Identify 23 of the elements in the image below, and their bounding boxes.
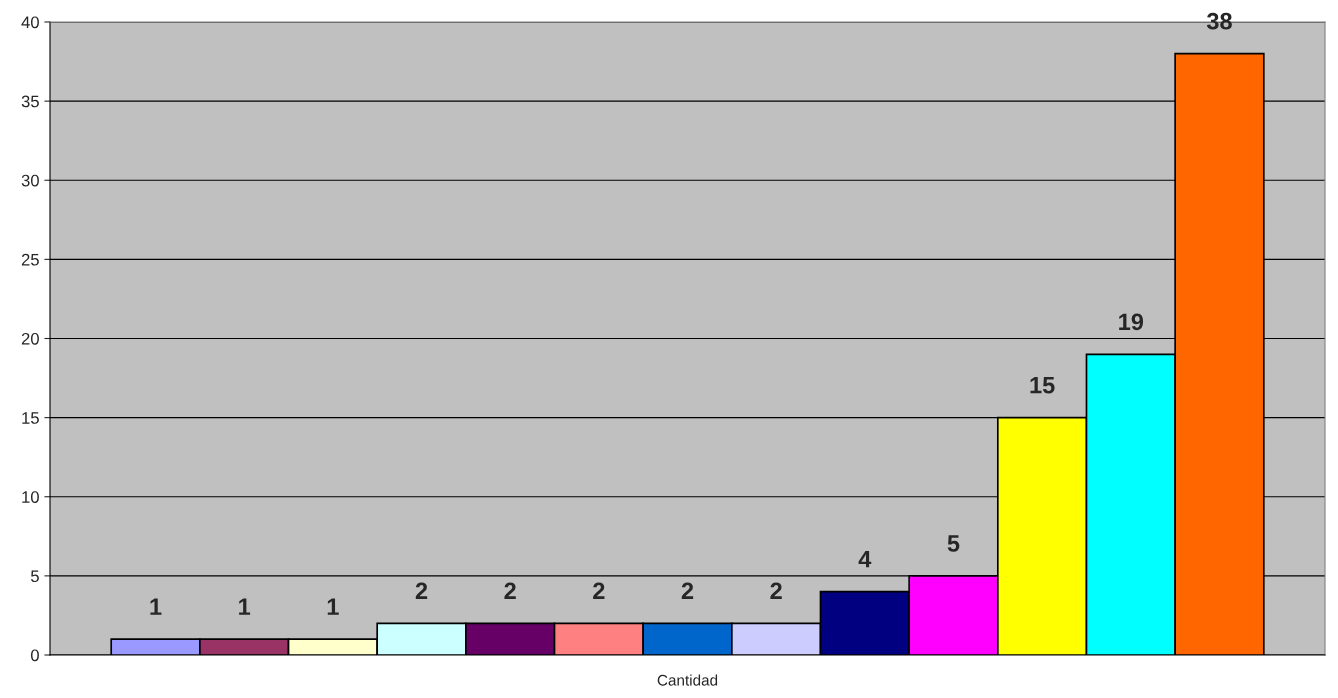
data-label: 2 xyxy=(415,582,428,600)
y-tick-label: 25 xyxy=(21,253,39,266)
data-label: 1 xyxy=(327,598,339,615)
data-label: 2 xyxy=(770,582,782,600)
y-tick-label: 35 xyxy=(21,95,39,108)
data-label: 19 xyxy=(1119,313,1144,331)
data-label: 1 xyxy=(239,598,251,615)
data-label: 2 xyxy=(504,582,516,600)
x-tick-label: Cantidad xyxy=(657,674,718,686)
data-label: 38 xyxy=(1206,12,1232,30)
y-tick-label: 40 xyxy=(21,16,39,29)
data-label: 15 xyxy=(1030,377,1055,394)
data-label: 5 xyxy=(947,535,960,552)
data-label: 2 xyxy=(681,582,694,600)
y-tick-label: 15 xyxy=(22,412,39,424)
y-tick-label: 20 xyxy=(21,332,39,345)
y-tick-label: 10 xyxy=(22,491,39,503)
data-label: 4 xyxy=(858,551,872,568)
y-tick-label: 30 xyxy=(21,174,39,187)
data-label: 2 xyxy=(593,582,605,600)
y-tick-label: 5 xyxy=(30,570,39,583)
y-tick-label: 0 xyxy=(30,649,39,662)
data-label: 1 xyxy=(150,598,162,615)
